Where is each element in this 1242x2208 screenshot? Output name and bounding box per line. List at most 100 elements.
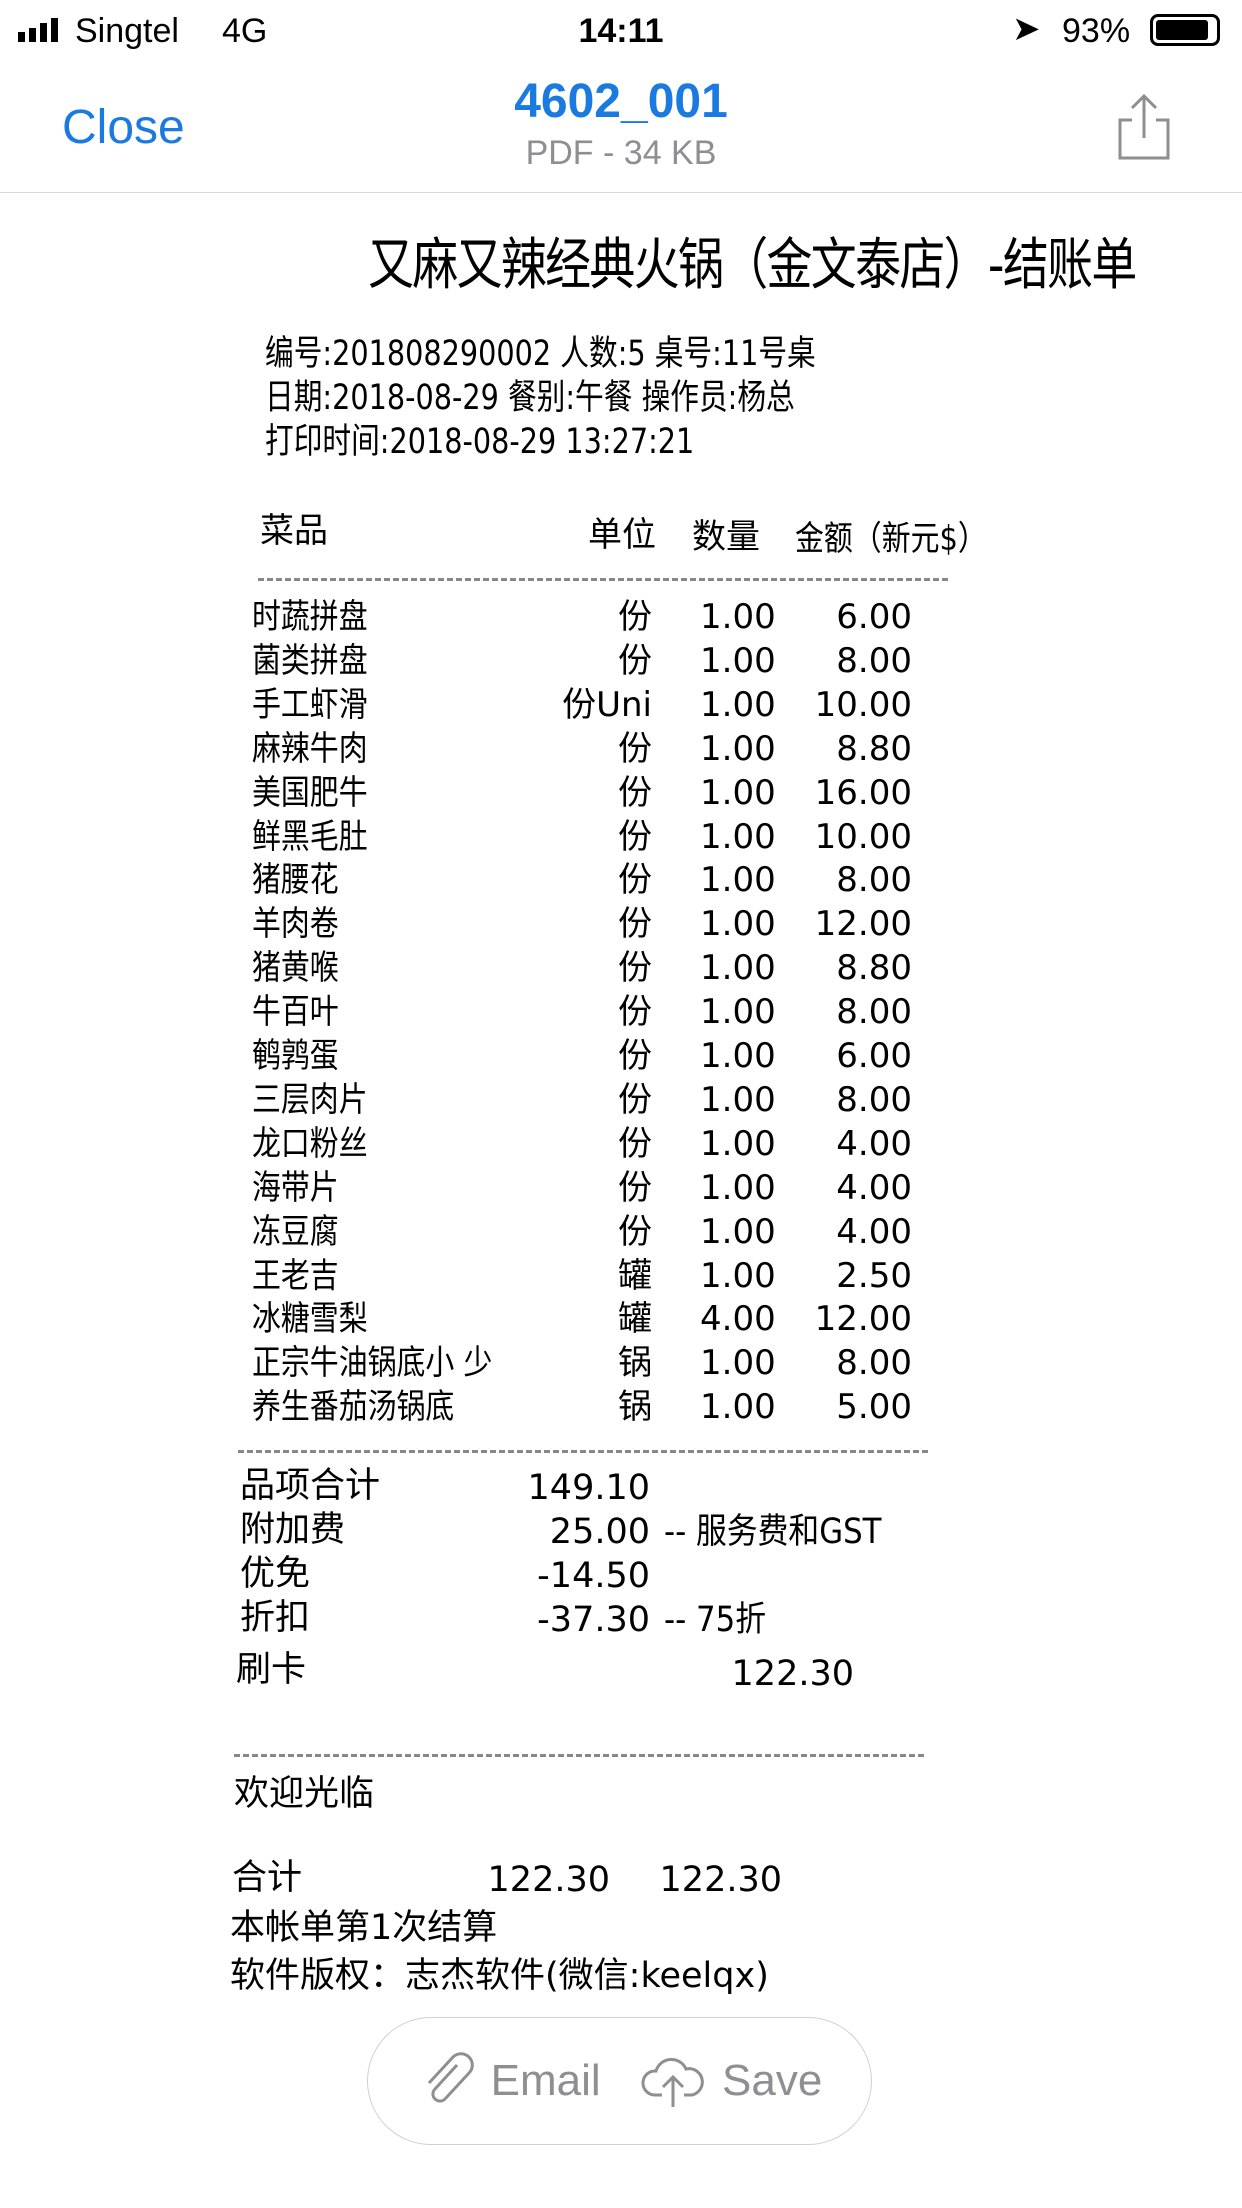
item-unit: 份 bbox=[618, 772, 652, 813]
receipt-document: 又麻又辣经典火锅（金文泰店）-结账单 编号:201808290002 人数:5 … bbox=[0, 194, 1242, 2208]
item-name: 海带片 bbox=[252, 1167, 339, 1208]
item-qty: 1.00 bbox=[700, 904, 776, 945]
item-name: 麻辣牛肉 bbox=[252, 728, 368, 769]
item-unit: 罐 bbox=[618, 1299, 652, 1340]
summary-row: 品项合计 149.10 bbox=[0, 1466, 1242, 1508]
item-unit: 份 bbox=[618, 640, 652, 681]
item-amount: 4.00 bbox=[836, 1123, 912, 1164]
summary-label: 优免 bbox=[240, 1554, 311, 1594]
item-amount: 8.80 bbox=[836, 948, 912, 989]
item-amount: 10.00 bbox=[814, 816, 912, 857]
item-row: 猪黄喉 份 1.00 8.80 bbox=[0, 949, 1242, 989]
clock: 14:11 bbox=[578, 12, 664, 50]
item-row: 三层肉片 份 1.00 8.00 bbox=[0, 1079, 1242, 1121]
item-amount: 8.00 bbox=[836, 1079, 912, 1120]
summary-value: 25.00 bbox=[549, 1512, 650, 1552]
summary-label: 附加费 bbox=[240, 1510, 346, 1550]
item-name: 美国肥牛 bbox=[252, 772, 368, 813]
item-amount: 8.00 bbox=[836, 640, 912, 681]
item-amount: 4.00 bbox=[836, 1167, 912, 1208]
item-unit: 份 bbox=[618, 904, 652, 945]
item-amount: 12.00 bbox=[814, 1299, 912, 1340]
action-bar: Email Save bbox=[367, 2017, 872, 2145]
receipt-header-line: 打印时间:2018-08-29 13:27:21 bbox=[265, 422, 695, 462]
item-row: 冻豆腐 份 1.00 4.00 bbox=[0, 1211, 1242, 1253]
col-qty: 数量 bbox=[692, 517, 760, 557]
divider bbox=[234, 1754, 924, 1757]
item-row: 猪腰花 份 1.00 8.00 bbox=[0, 861, 1242, 901]
item-qty: 1.00 bbox=[700, 684, 776, 725]
item-qty: 1.00 bbox=[700, 597, 776, 637]
document-subtitle: PDF - 34 KB bbox=[525, 134, 717, 172]
paperclip-icon bbox=[427, 2052, 474, 2103]
item-name: 王老吉 bbox=[252, 1255, 339, 1296]
summary-row: 优免 -14.50 bbox=[0, 1554, 1242, 1596]
summary-label: 折扣 bbox=[240, 1598, 311, 1638]
receipt-title: 又麻又辣经典火锅（金文泰店）-结账单 bbox=[368, 233, 1137, 298]
item-row: 养生番茄汤锅底 锅 1.00 5.00 bbox=[0, 1388, 1242, 1428]
item-unit: 份 bbox=[618, 1036, 652, 1076]
item-name: 鹌鹑蛋 bbox=[252, 1036, 339, 1076]
navigation-bar: Close 4602_001 PDF - 34 KB bbox=[0, 60, 1242, 193]
summary-row: 附加费 25.00 -- 服务费和GST bbox=[0, 1510, 1242, 1552]
item-row: 时蔬拼盘 份 1.00 6.00 bbox=[0, 597, 1242, 638]
welcome-text: 欢迎光临 bbox=[234, 1774, 375, 1814]
item-unit: 份 bbox=[618, 597, 652, 637]
close-button[interactable]: Close bbox=[62, 101, 185, 154]
receipt-header-line: 编号:201808290002 人数:5 桌号:11号桌 bbox=[265, 334, 816, 374]
item-row: 麻辣牛肉 份 1.00 8.80 bbox=[0, 728, 1242, 770]
divider bbox=[258, 578, 948, 581]
save-button[interactable]: Save bbox=[638, 2051, 822, 2111]
summary-value: -37.30 bbox=[537, 1600, 650, 1640]
settle-text: 本帐单第1次结算 bbox=[230, 1908, 498, 1948]
item-row: 龙口粉丝 份 1.00 4.00 bbox=[0, 1123, 1242, 1165]
item-qty: 1.00 bbox=[700, 1387, 776, 1428]
item-row: 手工虾滑 份Uni 1.00 10.00 bbox=[0, 684, 1242, 726]
save-label: Save bbox=[722, 2055, 823, 2105]
item-unit: 份 bbox=[618, 992, 652, 1033]
item-qty: 1.00 bbox=[700, 772, 776, 813]
item-qty: 4.00 bbox=[700, 1299, 776, 1340]
item-unit: 份 bbox=[618, 948, 652, 989]
item-unit: 份 bbox=[618, 1079, 652, 1120]
item-name: 三层肉片 bbox=[252, 1079, 368, 1120]
signal-icon bbox=[18, 18, 58, 42]
item-qty: 1.00 bbox=[700, 1211, 776, 1252]
email-label: Email bbox=[490, 2055, 601, 2105]
item-row: 鲜黑毛肚 份 1.00 10.00 bbox=[0, 816, 1242, 858]
share-icon[interactable] bbox=[1108, 90, 1180, 162]
battery-percent: 93% bbox=[1062, 12, 1131, 50]
card-label: 刷卡 bbox=[236, 1650, 307, 1690]
status-bar: Singtel 4G 14:11 ➤ 93% bbox=[0, 0, 1242, 60]
item-amount: 10.00 bbox=[814, 684, 912, 725]
battery-icon bbox=[1150, 14, 1220, 46]
item-name: 猪腰花 bbox=[252, 860, 339, 901]
item-unit: 份 bbox=[618, 1211, 652, 1252]
item-name: 龙口粉丝 bbox=[252, 1123, 368, 1164]
item-qty: 1.00 bbox=[700, 1343, 776, 1384]
item-unit: 份 bbox=[618, 860, 652, 901]
column-headers: 菜品 单位 数量 金额（新元$） bbox=[0, 511, 1242, 558]
divider bbox=[238, 1450, 928, 1453]
item-unit: 份 bbox=[618, 1123, 652, 1164]
item-row: 冰糖雪梨 罐 4.00 12.00 bbox=[0, 1300, 1242, 1340]
item-row: 美国肥牛 份 1.00 16.00 bbox=[0, 772, 1242, 814]
item-name: 冻豆腐 bbox=[252, 1211, 339, 1252]
item-unit: 份 bbox=[618, 728, 652, 769]
item-name: 羊肉卷 bbox=[252, 904, 339, 945]
item-qty: 1.00 bbox=[700, 1255, 776, 1296]
cloud-upload-icon bbox=[641, 2058, 704, 2107]
email-button[interactable]: Email bbox=[417, 2051, 601, 2111]
item-qty: 1.00 bbox=[700, 1079, 776, 1120]
item-row: 海带片 份 1.00 4.00 bbox=[0, 1167, 1242, 1209]
col-item: 菜品 bbox=[260, 511, 328, 551]
item-qty: 1.00 bbox=[700, 728, 776, 769]
item-amount: 5.00 bbox=[836, 1387, 912, 1428]
location-icon: ➤ bbox=[1012, 10, 1041, 48]
item-qty: 1.00 bbox=[700, 948, 776, 989]
item-name: 时蔬拼盘 bbox=[252, 597, 368, 637]
item-name: 猪黄喉 bbox=[252, 948, 339, 989]
total-value: 122.30 bbox=[659, 1860, 782, 1900]
summary-value: -14.50 bbox=[537, 1556, 650, 1596]
card-value: 122.30 bbox=[731, 1654, 854, 1694]
